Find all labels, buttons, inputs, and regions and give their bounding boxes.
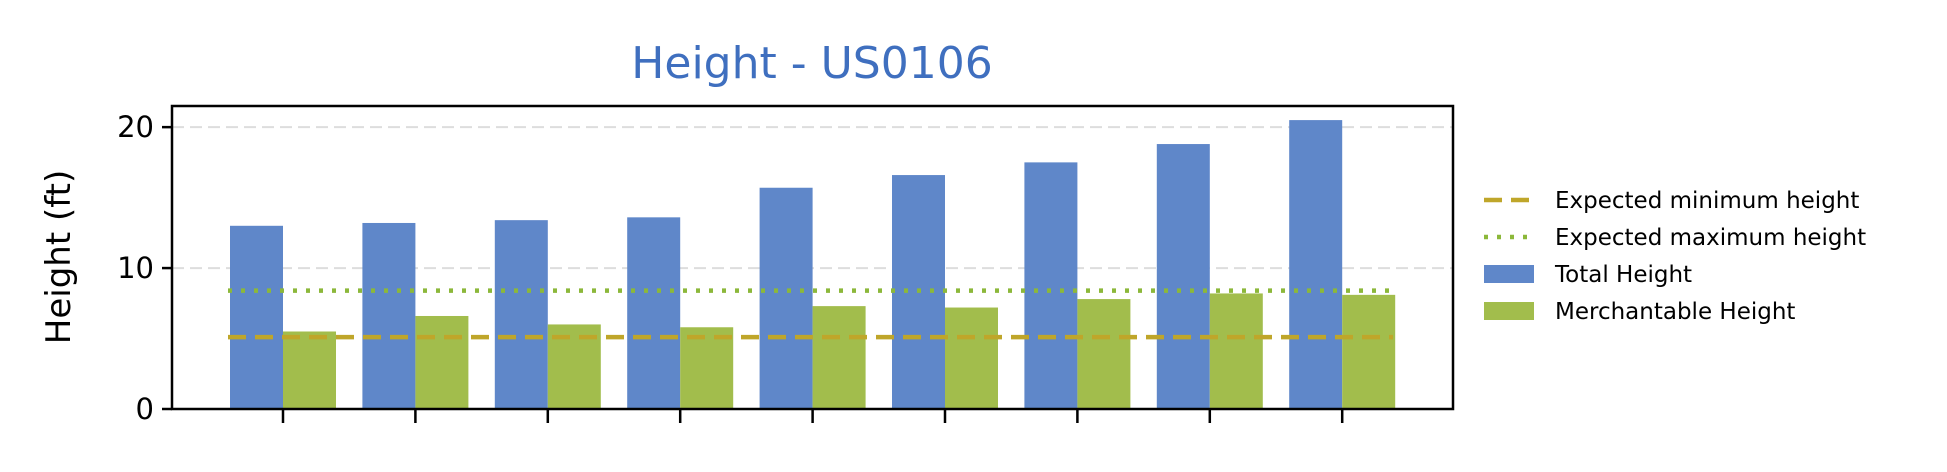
y-tick-label: 0 (136, 392, 154, 426)
merchantable-height-bar (1077, 299, 1131, 409)
merchantable-height-bar (945, 307, 998, 409)
legend-label: Merchantable Height (1555, 299, 1795, 325)
merchantable-height-bar (415, 315, 469, 409)
total-height-bar (1156, 144, 1210, 410)
legend-swatch (1484, 302, 1534, 320)
y-tick-label: 10 (117, 251, 154, 285)
total-height-bar (494, 220, 548, 409)
x-axis-ticks (281, 409, 1344, 423)
legend-swatch (1484, 265, 1534, 283)
merchantable-height-bar (812, 306, 866, 409)
reference-lines (228, 288, 1393, 340)
bars (230, 120, 1396, 410)
total-height-bar (759, 187, 813, 409)
legend: Expected minimum height Expected maximum … (1484, 188, 1866, 325)
chart-title: Height - US0106 (631, 38, 992, 89)
legend-label: Expected maximum height (1555, 225, 1866, 251)
total-height-bar (362, 222, 416, 409)
merchantable-height-bar (680, 327, 734, 409)
legend-label: Total Height (1554, 262, 1692, 288)
merchantable-height-bar (1209, 293, 1263, 409)
total-height-bar (627, 217, 681, 409)
legend-label: Expected minimum height (1555, 188, 1859, 214)
merchantable-height-bar (1342, 294, 1396, 409)
total-height-bar (1024, 162, 1078, 409)
y-tick-label: 20 (117, 110, 154, 144)
merchantable-height-bar (283, 331, 336, 409)
y-axis-ticks: 0 10 20 (117, 110, 172, 426)
y-axis-label: Height (ft) (39, 170, 79, 344)
total-height-bar (1289, 120, 1343, 410)
total-height-bar (230, 225, 283, 409)
